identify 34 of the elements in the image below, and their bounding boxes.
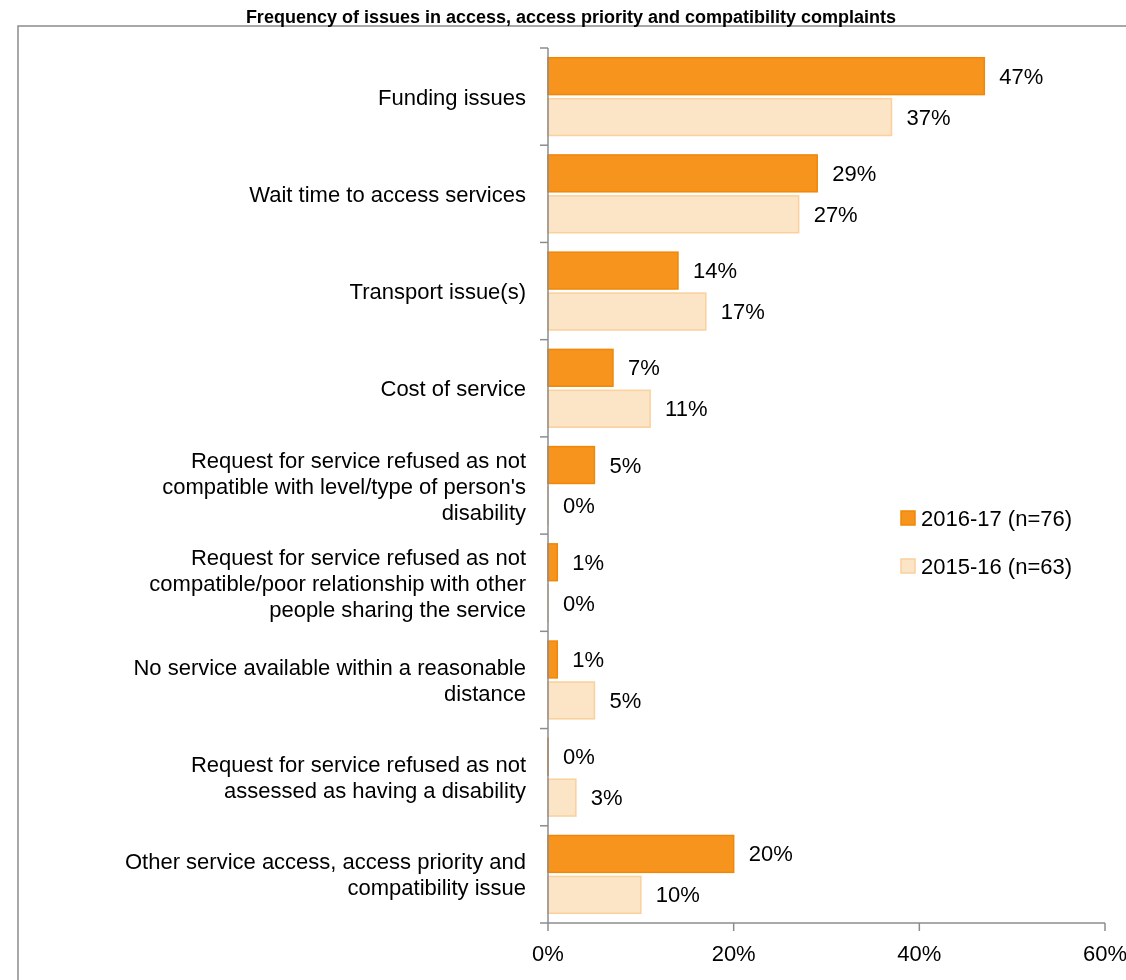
y-tick-label: Other service access, access priority and compatibility issue — [124, 848, 526, 900]
chart-title: Frequency of issues in access, access priority and compatibility complaints — [245, 7, 897, 27]
y-tick-label: Transport issue(s) — [349, 278, 526, 304]
x-tick-label: 40% — [897, 940, 942, 966]
data-label: 1% — [572, 646, 605, 672]
y-tick-label: Cost of service — [380, 375, 526, 401]
y-tick-label: Wait time to access services — [249, 181, 526, 207]
data-label: 27% — [813, 201, 858, 227]
legend-label: 2016-17 (n=76) — [921, 505, 1073, 531]
x-tick-label: 0% — [532, 940, 564, 966]
y-tick-label: Request for service refused as not compatible with level/type of person's disability — [162, 447, 526, 524]
data-label: 20% — [748, 841, 793, 867]
data-label: 5% — [609, 452, 642, 478]
data-label: 1% — [572, 549, 605, 575]
legend-label: 2015-16 (n=63) — [921, 553, 1073, 579]
y-tick-label: Funding issues — [378, 84, 526, 110]
x-tick-label: 20% — [711, 940, 756, 966]
y-tick-label: No service available within a reasonable distance — [133, 654, 526, 706]
data-label: 0% — [563, 590, 595, 616]
data-label: 29% — [832, 160, 877, 186]
data-label: 0% — [563, 744, 595, 770]
data-label: 5% — [609, 687, 642, 713]
y-tick-label: Request for service refused as not assessed as having a disability — [190, 751, 526, 803]
y-tick-label: Request for service refused as not compatible/poor relationship with other people sharing the service — [149, 544, 526, 622]
data-label: 3% — [590, 785, 623, 811]
data-label: 47% — [999, 63, 1044, 89]
data-label: 10% — [655, 882, 700, 908]
data-label: 17% — [720, 299, 765, 325]
x-tick-label: 60% — [1082, 940, 1126, 966]
data-label: 14% — [692, 258, 738, 284]
data-label: 37% — [906, 104, 951, 130]
data-label: 0% — [563, 493, 595, 519]
data-label: 11% — [665, 396, 708, 422]
data-label: 7% — [627, 355, 660, 381]
